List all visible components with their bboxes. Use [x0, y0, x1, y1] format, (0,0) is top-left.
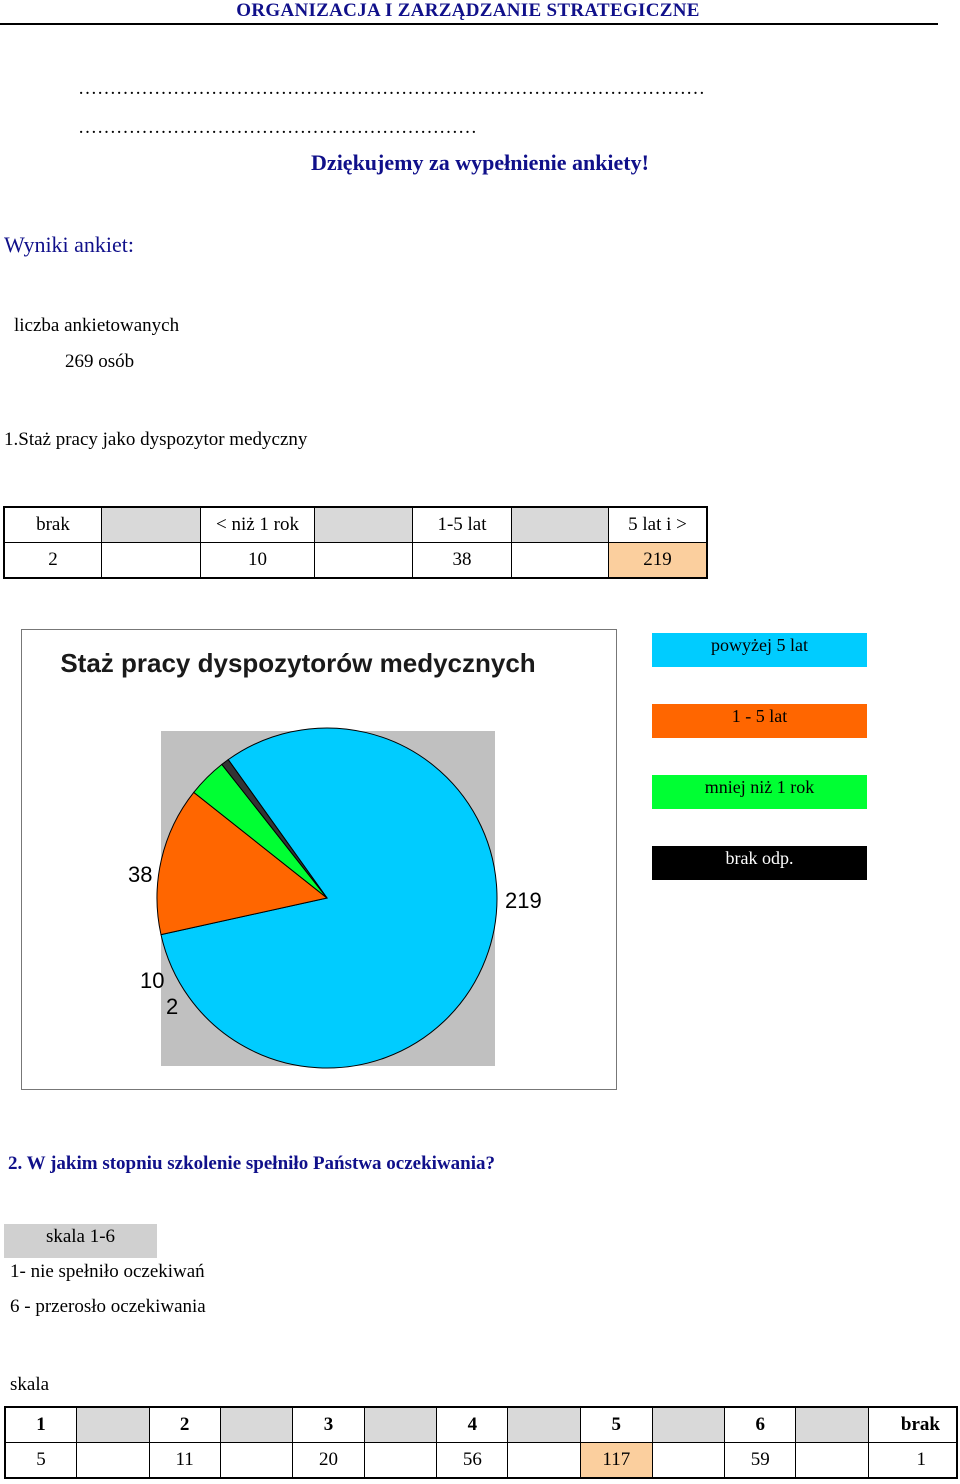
q2-table-caption: skala — [10, 1374, 50, 1395]
pie-labels: 219 38 102 — [128, 862, 542, 1019]
scale-min-description: 1- nie spełniło oczekiwań — [10, 1261, 205, 1282]
dotted-line-2: ……………………………………………………… — [78, 117, 477, 138]
legend-item-above-5-years: powyżej 5 lat — [652, 633, 867, 667]
pie-slices — [156, 727, 498, 1069]
q1-spacer-cell — [314, 542, 413, 579]
q1-header-cell: brak — [3, 506, 102, 543]
legend-label: mniej niż 1 rok — [704, 777, 815, 797]
q1-spacer-cell — [101, 506, 201, 543]
q2-header-cell: 2 — [148, 1406, 221, 1443]
scale-label: skala 1-6 — [4, 1224, 157, 1258]
q2-table: 1 2 3 4 5 6 brak 5 11 20 56 117 59 1 — [4, 1406, 958, 1479]
pie-slice — [156, 791, 329, 936]
q1-spacer-cell — [101, 542, 201, 579]
q1-header-cell: 5 lat i > — [608, 506, 708, 543]
q2-value-cell: 20 — [292, 1442, 365, 1479]
page-header-title: ORGANIZACJA I ZARZĄDZANIE STRATEGICZNE — [236, 0, 700, 21]
chart-title: Staż pracy dyspozytorów medycznych — [60, 648, 536, 678]
q1-title: 1.Staż pracy jako dyspozytor medyczny — [4, 429, 308, 450]
results-heading: Wyniki ankiet: — [4, 232, 135, 257]
pie-slice — [160, 727, 498, 1069]
q1-spacer-cell — [511, 542, 609, 579]
legend-label: powyżej 5 lat — [711, 635, 808, 655]
q2-spacer-cell — [75, 1406, 150, 1443]
q2-title: 2. W jakim stopniu szkolenie spełniło Pa… — [8, 1153, 496, 1174]
q2-header-cell: 4 — [436, 1406, 509, 1443]
q2-spacer-cell — [219, 1442, 294, 1479]
pie-data-label: 10 — [140, 968, 164, 993]
pie-data-label: 2 — [166, 994, 178, 1019]
legend-item-no-answer: brak odp. — [652, 846, 867, 880]
q2-value-cell: 59 — [724, 1442, 797, 1479]
legend-item-1-5-years: 1 - 5 lat — [652, 704, 867, 738]
respondents-label: liczba ankietowanych — [14, 315, 180, 336]
q2-spacer-cell — [651, 1442, 726, 1479]
q2-spacer-cell — [651, 1406, 726, 1443]
pie-data-label: 219 — [505, 888, 542, 913]
q2-header-cell: brak — [868, 1406, 958, 1443]
header-divider — [0, 23, 938, 25]
q1-value-row: 2 10 38 219 — [3, 542, 708, 579]
q2-value-row: 5 11 20 56 117 59 1 — [4, 1442, 958, 1479]
q1-header-row: brak < niż 1 rok 1-5 lat 5 lat i > — [3, 506, 708, 543]
scale-max-description: 6 - przerosło oczekiwania — [10, 1296, 206, 1317]
q2-header-cell: 3 — [292, 1406, 365, 1443]
q2-header-cell: 5 — [580, 1406, 653, 1443]
q2-spacer-cell — [363, 1406, 438, 1443]
legend-label: 1 - 5 lat — [731, 706, 788, 726]
q1-spacer-cell — [511, 506, 609, 543]
q2-header-row: 1 2 3 4 5 6 brak — [4, 1406, 958, 1443]
respondents-value: 269 osób — [65, 351, 135, 372]
q2-spacer-cell — [219, 1406, 294, 1443]
q2-value-cell-highlight: 117 — [580, 1442, 653, 1479]
q2-value-cell: 56 — [436, 1442, 509, 1479]
q2-header-cell: 1 — [4, 1406, 77, 1443]
q2-spacer-cell — [507, 1442, 582, 1479]
q2-value-cell: 5 — [4, 1442, 77, 1479]
pie-slice — [221, 758, 328, 899]
q2-value-cell: 1 — [868, 1442, 958, 1479]
q2-spacer-cell — [75, 1442, 150, 1479]
legend-item-under-1-year: mniej niż 1 rok — [652, 775, 867, 809]
thank-you-message: Dziękujemy za wypełnienie ankiety! — [311, 150, 649, 175]
dotted-line-1: ……………………………………………………………………………………… — [78, 78, 705, 99]
q1-header-cell: < niż 1 rok — [200, 506, 315, 543]
q1-table: brak < niż 1 rok 1-5 lat 5 lat i > 2 10 … — [3, 506, 708, 579]
q2-spacer-cell — [363, 1442, 438, 1479]
q2-spacer-cell — [795, 1442, 869, 1479]
pie-data-label: 38 — [128, 862, 152, 887]
q2-spacer-cell — [507, 1406, 582, 1443]
q1-value-cell-highlight: 219 — [608, 542, 708, 579]
q1-value-cell: 10 — [200, 542, 315, 579]
q2-spacer-cell — [795, 1406, 869, 1443]
q2-value-cell: 11 — [148, 1442, 221, 1479]
legend-label: brak odp. — [725, 848, 794, 868]
q2-header-cell: 6 — [724, 1406, 797, 1443]
